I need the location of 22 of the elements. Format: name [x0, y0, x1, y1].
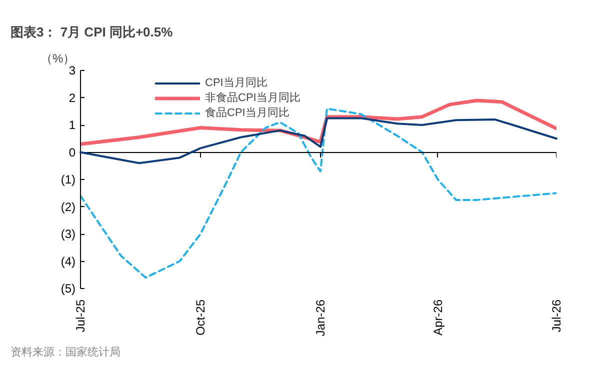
x-tick-label: Apr-26: [430, 299, 445, 336]
y-axis-title: （%）: [40, 52, 76, 66]
y-tick-label: 3: [68, 64, 76, 78]
x-tick-label: Jul-25: [74, 299, 88, 332]
legend-label: 非食品CPI当月同比: [205, 91, 300, 105]
text: 资料来源：国家统计局: [10, 346, 120, 358]
y-tick-label: (1): [60, 172, 76, 186]
y-tick-label: (3): [60, 227, 76, 241]
chart-title: 图表3： 7月 CPI 同比+0.5%: [10, 24, 174, 40]
y-tick-label: (2): [60, 200, 76, 214]
line-series: [80, 117, 558, 164]
legend-label: 食品CPI当月同比: [205, 106, 290, 120]
y-tick-label: 1: [68, 118, 76, 132]
y-tick-label: (5): [60, 282, 76, 296]
line-series: [80, 108, 556, 279]
y-tick-label: 2: [68, 90, 76, 105]
y-tick-label: 0: [68, 145, 76, 160]
y-tick-label: (4): [60, 254, 76, 268]
x-tick-label: Oct-25: [193, 299, 208, 336]
legend-label: CPI当月同比: [205, 76, 268, 90]
x-tick-label: Jan-26: [313, 299, 328, 336]
x-tick-label: Jul-26: [550, 299, 564, 332]
